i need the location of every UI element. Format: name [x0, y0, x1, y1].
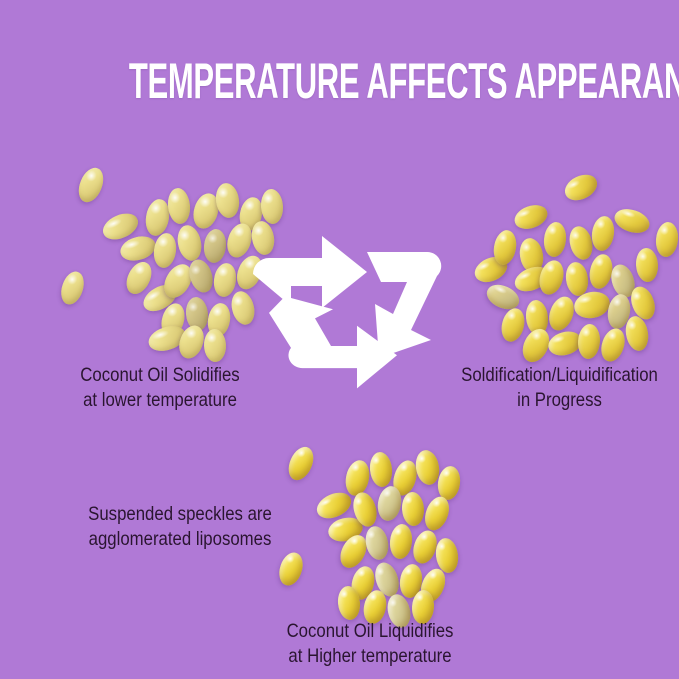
softgel-capsule: [634, 247, 660, 283]
recycle-arrow-3: [269, 296, 397, 389]
softgel-capsule: [203, 328, 227, 363]
softgel-capsule: [589, 214, 617, 253]
softgel-capsule: [166, 186, 192, 226]
softgel-capsule: [202, 227, 228, 265]
caption-right: Soldification/Liquidification in Progres…: [457, 363, 663, 413]
recycle-arrows-icon: [243, 222, 443, 392]
capsule-cluster-liquid: [275, 438, 465, 633]
softgel-capsule: [623, 314, 651, 353]
softgel-capsule: [342, 458, 373, 498]
softgel-capsule: [576, 323, 602, 360]
softgel-capsule: [498, 305, 528, 345]
page-title: TEMPERATURE AFFECTS APPEARANCE: [128, 53, 679, 109]
caption-right-line1: Soldification/Liquidification: [461, 364, 658, 386]
caption-speckles: Suspended speckles are agglomerated lipo…: [60, 502, 301, 552]
recycle-arrow-1: [253, 236, 367, 308]
softgel-capsule: [174, 223, 205, 263]
softgel-capsule: [283, 443, 319, 484]
softgel-capsule: [74, 164, 108, 206]
capsule-cluster-in-progress: [470, 169, 679, 368]
caption-speckles-line1: Suspended speckles are: [88, 503, 272, 525]
softgel-capsule: [654, 220, 679, 259]
softgel-capsule: [560, 169, 602, 206]
softgel-capsule: [388, 522, 414, 561]
softgel-capsule: [275, 549, 307, 589]
softgel-capsule: [368, 450, 394, 489]
softgel-capsule: [542, 220, 568, 259]
softgel-capsule: [151, 231, 179, 270]
softgel-capsule: [259, 188, 285, 225]
caption-bottom: Coconut Oil Liquidifies at Higher temper…: [263, 619, 478, 669]
softgel-capsule: [400, 491, 426, 527]
softgel-capsule: [511, 200, 551, 234]
softgel-capsule: [544, 293, 579, 334]
softgel-capsule: [362, 524, 392, 562]
softgel-capsule: [597, 325, 629, 365]
caption-bottom-line2: at Higher temperature: [288, 645, 452, 667]
softgel-capsule: [57, 268, 88, 308]
caption-left: Coconut Oil Solidifies at lower temperat…: [40, 363, 281, 413]
caption-left-line1: Coconut Oil Solidifies: [80, 364, 240, 386]
caption-right-line2: in Progress: [517, 389, 602, 411]
softgel-capsule: [611, 204, 653, 238]
caption-speckles-line2: agglomerated liposomes: [88, 528, 272, 550]
caption-left-line2: at lower temperature: [83, 389, 237, 411]
softgel-capsule: [213, 181, 242, 220]
recycle-arrow-2: [367, 251, 442, 358]
caption-bottom-line1: Coconut Oil Liquidifies: [286, 620, 454, 642]
